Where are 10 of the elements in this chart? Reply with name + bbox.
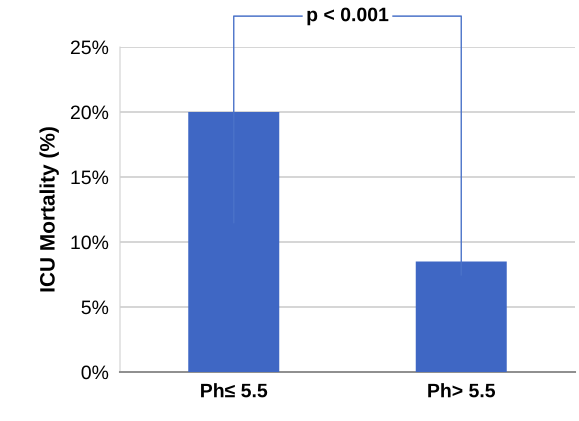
- y-tick-label: 0%: [82, 365, 108, 380]
- text: p < 0.001: [307, 8, 388, 26]
- y-tick-label: 10%: [71, 235, 108, 250]
- y-tick-label: 5%: [82, 300, 108, 314]
- y-axis-title: ICU Mortality (%): [39, 127, 59, 292]
- x-tick-label: Ph≤ 5.5: [201, 383, 268, 398]
- x-tick-label: Ph> 5.5: [428, 383, 496, 398]
- y-tick-label: 15%: [71, 170, 108, 184]
- y-tick-label: 25%: [70, 40, 108, 54]
- y-tick-label: 20%: [70, 105, 108, 120]
